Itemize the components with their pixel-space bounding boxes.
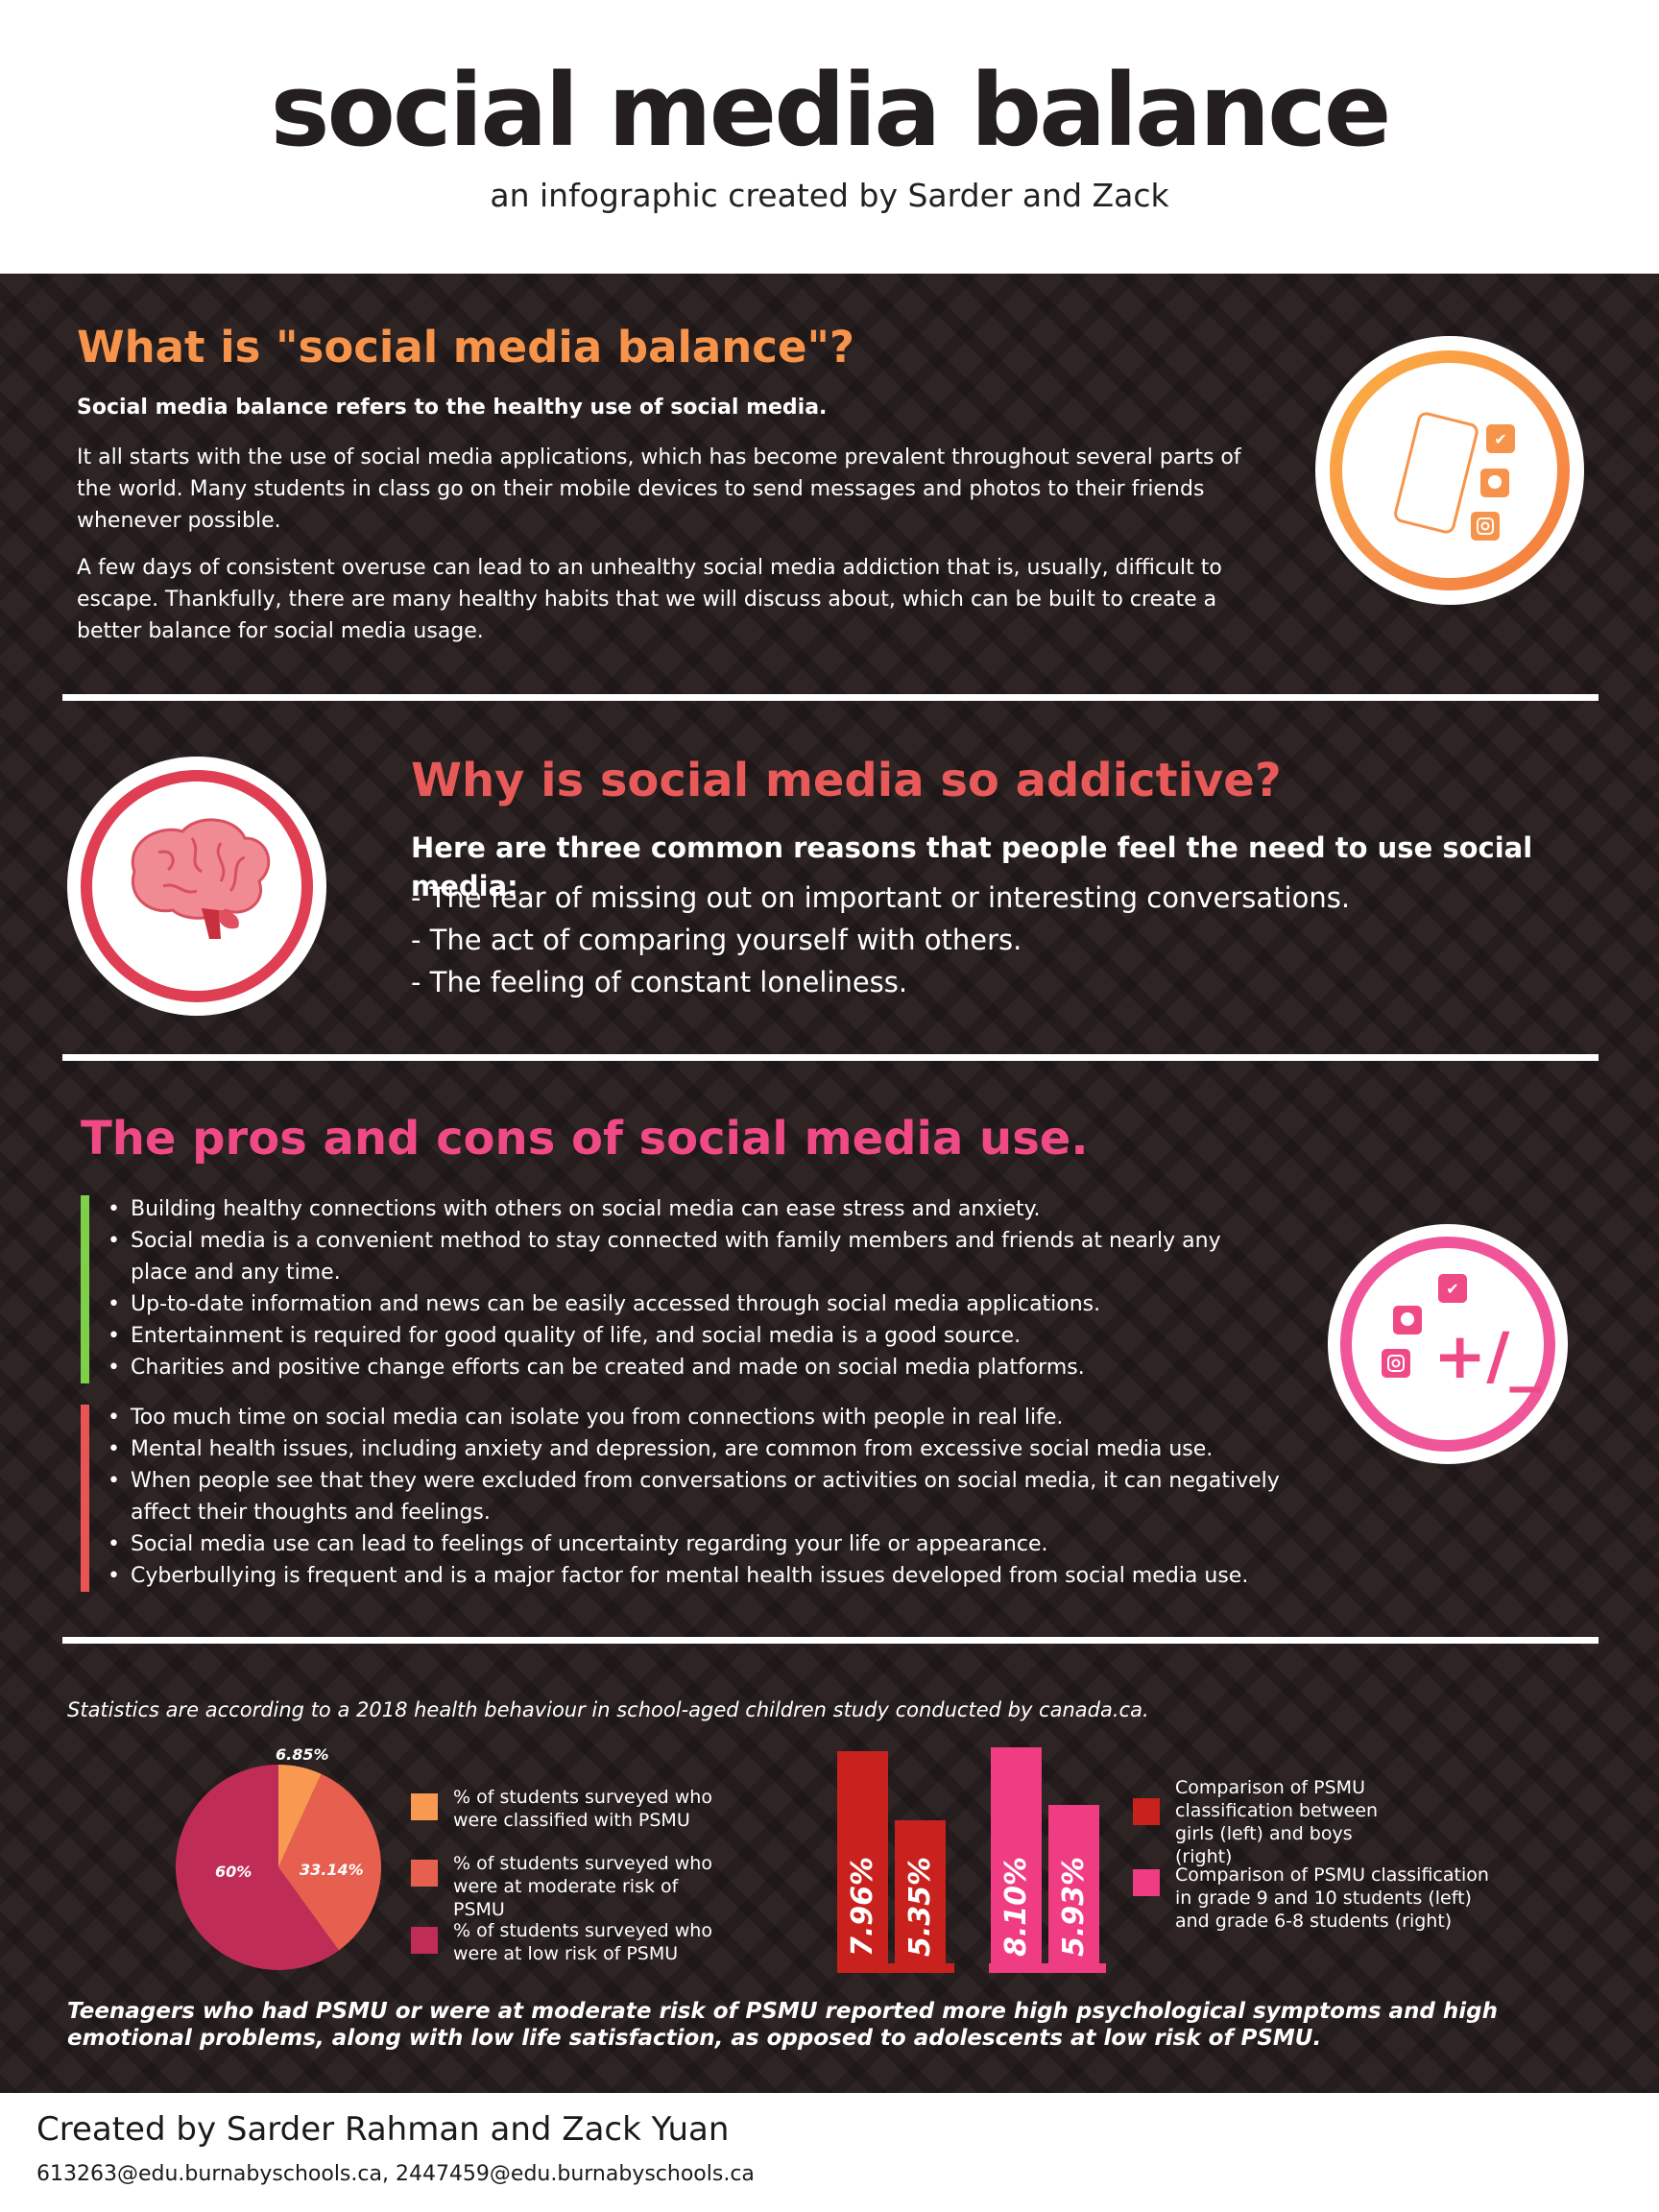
pie-label: 6.85% [276,1745,329,1764]
con-item: Social media use can lead to feelings of… [108,1528,1317,1560]
section2-lead: Here are three common reasons that peopl… [411,831,1533,902]
reason-item: - The fear of missing out on important o… [411,881,1351,914]
pro-item: Entertainment is required for good quali… [108,1320,1260,1352]
section3-heading: The pros and cons of social media use. [81,1112,1089,1166]
legend-swatch [411,1793,438,1820]
footer: Created by Sarder Rahman and Zack Yuan 6… [0,2093,1659,2212]
brain-icon [67,757,326,1016]
bar [991,1747,1042,1963]
pie-slice [176,1765,339,1970]
pro-item: Up-to-date information and news can be e… [108,1288,1260,1320]
stats-conclusion: Teenagers who had PSMU or were at modera… [67,1999,1499,2051]
cons-marker [81,1405,89,1592]
legend-swatch [411,1860,438,1887]
section1-lead: Social media balance refers to the healt… [77,396,828,420]
section-divider [62,1637,1599,1644]
section2-heading: Why is social media so addictive? [411,754,1282,807]
bar-chart: 7.96% 5.35% 8.10% 5.93% [837,1747,1099,1963]
reason-item: - The feeling of constant loneliness. [411,966,908,998]
content-body: What is "social media balance"? Social m… [0,274,1659,2093]
svg-text:✔: ✔ [1494,430,1506,448]
legend-swatch [1133,1798,1160,1825]
plus-minus-icon: ✔ +/_ [1328,1224,1568,1464]
plus-minus-text: +/_ [1433,1319,1542,1393]
legend-label: % of students surveyed who were at moder… [453,1853,712,1920]
page-title: social media balance [270,52,1392,169]
legend-swatch [411,1927,438,1954]
con-item: Cyberbullying is frequent and is a major… [108,1560,1317,1592]
stats-source: Statistics are according to a 2018 healt… [67,1698,1149,1721]
reason-item: - The act of comparing yourself with oth… [411,924,1022,956]
con-item: When people see that they were excluded … [108,1465,1317,1528]
con-item: Mental health issues, including anxiety … [108,1433,1317,1465]
page-subtitle: an infographic created by Sarder and Zac… [490,177,1169,214]
legend-label: Comparison of PSMU classification in gra… [1175,1864,1489,1932]
bar [895,1820,946,1963]
bar-base [837,1963,954,1973]
pie-chart [176,1765,381,1970]
cons-list: Too much time on social media can isolat… [108,1402,1317,1592]
bar [837,1751,888,1963]
pro-item: Social media is a convenient method to s… [108,1225,1260,1288]
pros-marker [81,1195,89,1383]
bar-label: 8.10% [999,1856,1033,1957]
legend-label: % of students surveyed who were classifi… [453,1787,712,1831]
section-divider [62,1054,1599,1061]
pro-item: Charities and positive change efforts ca… [108,1352,1260,1383]
header: social media balance an infographic crea… [0,0,1659,274]
pro-item: Building healthy connections with others… [108,1193,1260,1225]
pie-label: 60% [215,1863,252,1881]
legend-swatch [1133,1869,1160,1896]
bar-label: 7.96% [846,1856,879,1957]
bar-label: 5.93% [1057,1856,1091,1957]
section1-paragraph: It all starts with the use of social med… [77,445,1241,533]
con-item: Too much time on social media can isolat… [108,1402,1317,1433]
section1-heading: What is "social media balance"? [77,322,855,373]
section-divider [62,694,1599,701]
bar [1048,1805,1099,1963]
pie-slice [278,1773,381,1951]
section1-paragraph: A few days of consistent overuse can lea… [77,556,1222,643]
phone-social-icon: ✔ [1315,336,1584,605]
legend-label: Comparison of PSMU classification betwee… [1175,1777,1379,1867]
bar-base [989,1963,1106,1973]
pie-label: 33.14% [300,1861,364,1879]
footer-credit: Created by Sarder Rahman and Zack Yuan [36,2110,730,2149]
bar-label: 5.35% [903,1856,937,1957]
pie-slice [278,1765,322,1867]
legend-label: % of students surveyed who were at low r… [453,1920,712,1964]
pros-list: Building healthy connections with others… [108,1193,1260,1383]
svg-text:✔: ✔ [1446,1280,1458,1298]
footer-emails: 613263@edu.burnabyschools.ca, 2447459@ed… [36,2162,755,2186]
